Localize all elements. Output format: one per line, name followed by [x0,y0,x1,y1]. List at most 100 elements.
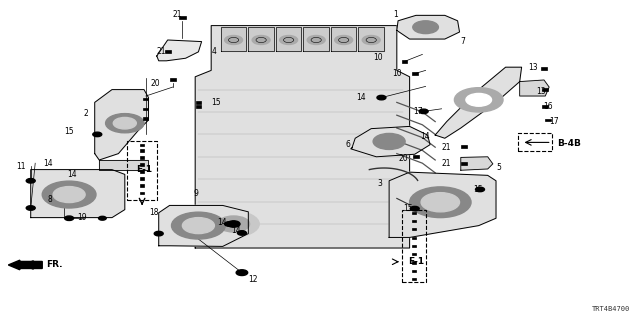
Circle shape [476,187,484,192]
Bar [196,105,201,108]
Text: 9: 9 [193,189,198,198]
Bar [461,145,467,148]
Circle shape [113,117,136,129]
Circle shape [218,216,250,232]
Text: 17: 17 [413,107,422,116]
Bar [140,163,145,166]
Text: 5: 5 [496,163,501,172]
Text: E-1: E-1 [136,165,152,174]
Bar [413,155,419,158]
Circle shape [225,36,243,44]
Text: 2: 2 [84,109,88,118]
Circle shape [421,193,460,212]
Circle shape [280,36,298,44]
Circle shape [410,206,419,211]
Polygon shape [221,27,246,51]
Text: 7: 7 [461,37,466,46]
Polygon shape [351,126,430,157]
Text: 15: 15 [474,185,483,194]
Bar [140,156,145,158]
Bar [140,149,145,151]
Bar [412,236,417,239]
Circle shape [237,231,246,235]
Text: 14: 14 [43,159,52,168]
Text: 10: 10 [392,69,402,78]
Polygon shape [31,170,125,218]
Polygon shape [397,15,460,39]
Polygon shape [358,27,384,51]
Circle shape [373,133,405,149]
Circle shape [99,216,106,220]
Text: 15: 15 [64,127,74,136]
Circle shape [106,114,144,133]
Bar [412,245,417,247]
Text: 16: 16 [543,102,552,111]
Circle shape [377,95,386,100]
Circle shape [410,187,471,218]
Text: 14: 14 [420,132,430,141]
Bar [518,133,552,151]
Polygon shape [520,80,549,96]
Text: 12: 12 [248,275,258,284]
Bar [196,101,201,104]
Text: 14: 14 [67,170,77,179]
Text: 13: 13 [528,63,538,72]
Text: 21: 21 [442,143,451,152]
Bar [412,228,417,230]
Bar [165,50,172,52]
Bar [543,88,548,91]
Circle shape [466,93,492,106]
Circle shape [93,132,102,137]
Text: 14: 14 [232,226,241,235]
Text: B-4B: B-4B [557,139,580,148]
FancyArrow shape [8,260,42,270]
Bar [412,270,417,272]
Circle shape [172,212,225,239]
Bar [402,60,408,63]
Circle shape [252,36,270,44]
Circle shape [26,179,35,183]
Bar [170,78,176,81]
Bar [127,141,157,200]
Circle shape [362,36,380,44]
Text: 3: 3 [378,179,383,188]
Polygon shape [276,27,301,51]
Bar [412,253,417,255]
Polygon shape [331,27,356,51]
Bar [541,67,547,70]
Text: 21: 21 [173,10,182,19]
Circle shape [227,221,240,227]
Bar [461,162,467,164]
Polygon shape [159,205,248,246]
Polygon shape [435,67,522,138]
Bar [143,108,148,110]
Circle shape [236,270,248,276]
Circle shape [65,216,74,220]
Circle shape [208,211,259,237]
Circle shape [182,218,214,234]
Bar [412,220,417,222]
Circle shape [413,21,438,34]
Text: 19: 19 [77,213,86,222]
Bar [412,278,417,280]
Bar [412,212,417,214]
Text: 17: 17 [549,117,559,126]
Text: E-1: E-1 [408,257,424,266]
Text: TRT4B4700: TRT4B4700 [592,306,630,312]
Bar [140,184,145,187]
Circle shape [307,36,325,44]
Circle shape [42,181,96,208]
Bar [140,170,145,172]
Bar [140,191,145,194]
Text: 11: 11 [16,162,26,171]
Text: 14: 14 [356,93,366,102]
Text: 13: 13 [536,87,546,96]
Text: 1: 1 [394,10,398,19]
Circle shape [53,187,85,203]
Bar [179,16,186,19]
Text: 6: 6 [346,140,351,149]
Circle shape [154,231,163,236]
Polygon shape [303,27,329,51]
Circle shape [225,222,234,226]
Circle shape [335,36,353,44]
